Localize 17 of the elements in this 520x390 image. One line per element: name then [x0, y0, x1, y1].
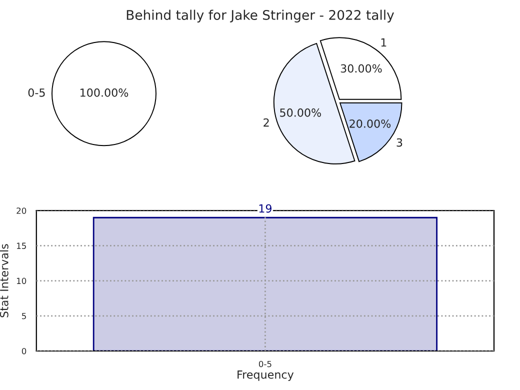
slice-label: 0-5 — [28, 88, 45, 97]
y-tick-label: 0 — [22, 348, 26, 354]
data-label: 19 — [259, 204, 272, 213]
slice-label: 2 — [264, 118, 269, 127]
y-tick-label: 20 — [16, 208, 26, 214]
slice-label: 3 — [396, 138, 402, 147]
data-label: 50.00% — [280, 108, 321, 117]
text: Behind tally for Jake Stringer - 2022 tally — [126, 10, 394, 23]
data-label: 100.00% — [80, 88, 128, 97]
y-tick-label: 10 — [16, 278, 26, 284]
x-axis-title: Frequency — [238, 370, 294, 381]
slice-label: 1 — [381, 38, 386, 47]
y-tick-label: 15 — [16, 242, 26, 249]
y-axis-title: Stat Intervals — [0, 244, 8, 318]
data-label: 20.00% — [350, 119, 391, 128]
y-tick-label: 5 — [22, 312, 26, 320]
data-label: 30.00% — [340, 64, 382, 73]
